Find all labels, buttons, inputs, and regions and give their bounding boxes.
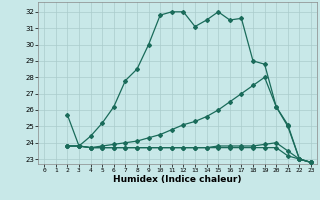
X-axis label: Humidex (Indice chaleur): Humidex (Indice chaleur) xyxy=(113,175,242,184)
